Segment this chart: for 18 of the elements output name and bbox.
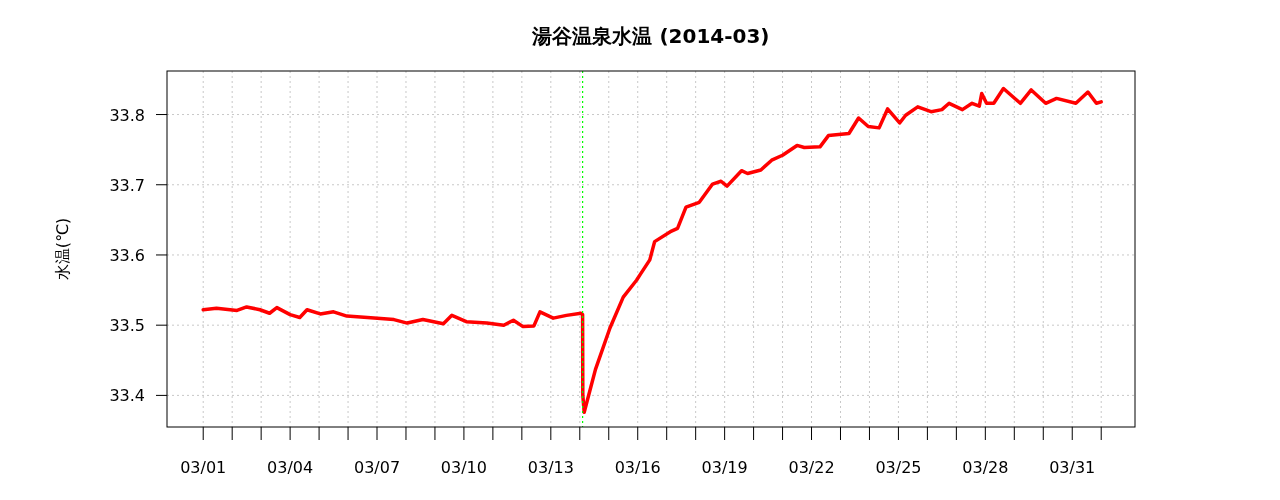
x-tick-label: 03/01 [180, 458, 227, 477]
x-tick-label: 03/16 [614, 458, 661, 477]
chart-title: 湯谷温泉水温 (2014-03) [531, 24, 770, 48]
x-tick-label: 03/19 [701, 458, 748, 477]
x-tick-label: 03/10 [440, 458, 487, 477]
x-tick-label: 03/04 [267, 458, 314, 477]
y-tick-label: 33.4 [109, 386, 145, 406]
y-tick-label: 33.5 [109, 316, 145, 336]
x-tick-label: 03/25 [875, 458, 922, 477]
y-tick-label: 33.6 [109, 245, 145, 265]
y-axis-title: 水温(℃) [53, 217, 72, 281]
x-tick-label: 03/22 [788, 458, 835, 477]
x-tick-label: 03/07 [353, 458, 401, 477]
x-tick-label: 03/13 [527, 458, 574, 477]
x-tick-label: 03/31 [1049, 458, 1096, 477]
y-tick-label: 33.8 [109, 105, 145, 125]
x-tick-label: 03/28 [962, 458, 1009, 477]
y-tick-label: 33.7 [109, 175, 145, 195]
